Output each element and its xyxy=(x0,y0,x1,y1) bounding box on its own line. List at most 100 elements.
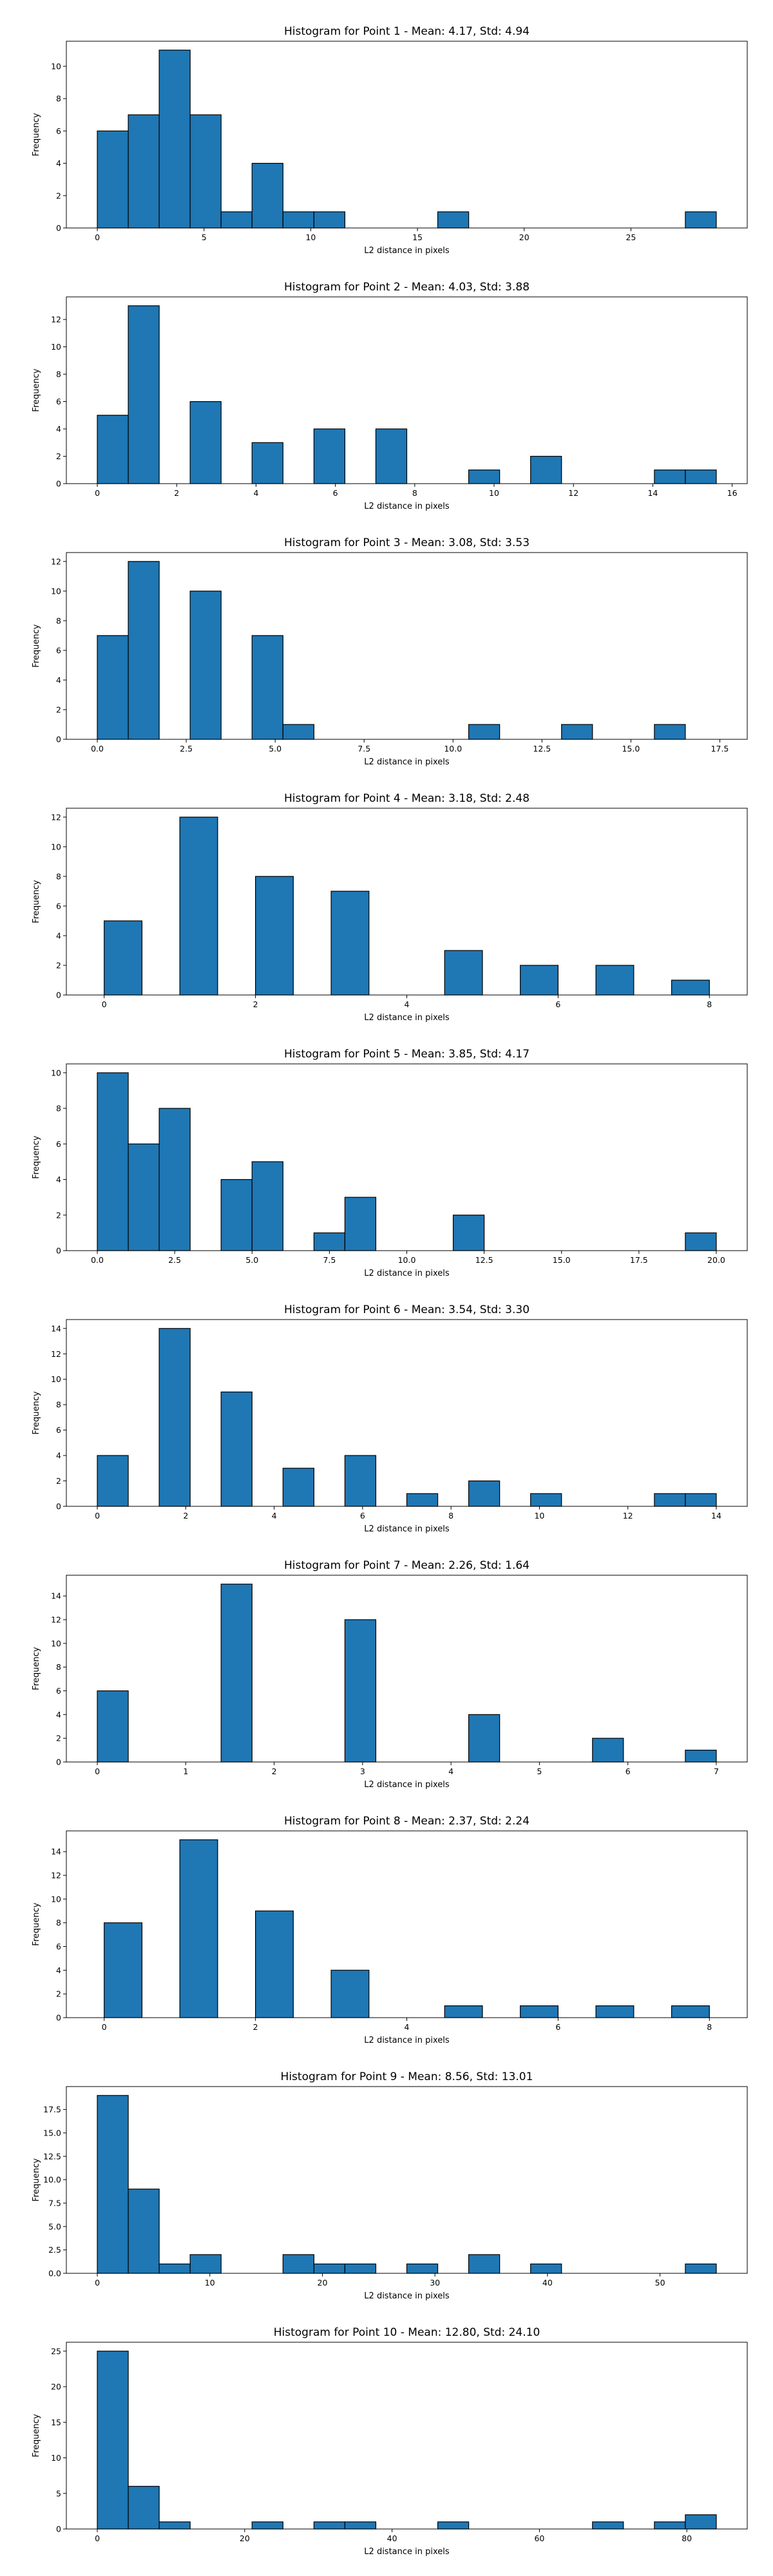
histogram-bar xyxy=(313,2263,346,2274)
x-tick-label: 4 xyxy=(272,1511,277,1520)
histogram-bar xyxy=(654,1493,686,1507)
histogram-bar xyxy=(406,2263,439,2274)
x-tick-label: 5.0 xyxy=(269,744,282,753)
histogram-bar xyxy=(189,114,222,229)
x-axis-label: L2 distance in pixels xyxy=(364,1780,450,1790)
y-tick-label: 10 xyxy=(51,1068,61,1077)
x-tick-label: 5 xyxy=(202,232,207,242)
x-tick-label: 0 xyxy=(95,1766,100,1776)
x-tick-label: 0 xyxy=(95,232,100,242)
histogram-bar xyxy=(251,162,283,229)
x-tick-label: 2.5 xyxy=(168,1255,181,1265)
x-tick-label: 15 xyxy=(412,232,423,242)
y-axis-label: Frequency xyxy=(32,2158,41,2201)
y-tick-label: 6 xyxy=(56,645,61,655)
y-axis-label: Frequency xyxy=(32,624,41,667)
y-tick-label: 5.0 xyxy=(48,2222,61,2231)
histogram-bar xyxy=(97,2095,129,2274)
histogram-bar xyxy=(437,2521,470,2530)
histogram-bar xyxy=(313,211,346,229)
y-tick-label: 8 xyxy=(56,1662,61,1672)
x-tick-label: 7.5 xyxy=(358,744,370,753)
y-tick-label: 0 xyxy=(56,735,61,744)
x-tick-label: 8 xyxy=(707,2022,712,2032)
axes-frame xyxy=(66,1575,748,1763)
histogram-bar xyxy=(97,1455,129,1507)
y-tick-label: 10.0 xyxy=(43,2175,61,2184)
y-tick-label: 0 xyxy=(56,223,61,233)
x-tick-label: 4 xyxy=(405,999,410,1009)
histogram-bar xyxy=(251,2521,283,2530)
y-tick-label: 4 xyxy=(56,931,61,940)
histogram-bar xyxy=(344,1619,377,1763)
histogram-bar xyxy=(313,2521,346,2530)
x-axis-label: L2 distance in pixels xyxy=(364,1269,450,1278)
chart-panel-7: Histogram for Point 7 - Mean: 2.26, Std:… xyxy=(32,1559,748,1790)
x-axis-label: L2 distance in pixels xyxy=(364,2291,450,2301)
y-tick-label: 2 xyxy=(56,1210,61,1220)
y-tick-label: 2 xyxy=(56,1476,61,1486)
x-tick-label: 15.0 xyxy=(553,1255,571,1265)
y-tick-label: 15.0 xyxy=(43,2128,61,2137)
histogram-bar xyxy=(592,2521,624,2530)
x-tick-label: 0 xyxy=(95,2278,100,2287)
x-tick-label: 8 xyxy=(707,999,712,1009)
histogram-bar xyxy=(561,724,593,740)
chart-title: Histogram for Point 1 - Mean: 4.17, Std:… xyxy=(284,25,530,38)
histogram-bar xyxy=(220,211,253,229)
histogram-bar xyxy=(128,114,160,229)
histogram-bar xyxy=(344,1455,377,1507)
axes-frame xyxy=(66,2342,748,2530)
x-tick-label: 20 xyxy=(519,232,530,242)
x-tick-label: 20 xyxy=(318,2278,328,2287)
chart-title: Histogram for Point 5 - Mean: 3.85, Std:… xyxy=(284,1048,530,1061)
histogram-bar xyxy=(220,1179,253,1251)
histogram-bar xyxy=(255,876,294,996)
x-tick-label: 2 xyxy=(272,1766,277,1776)
x-tick-label: 10.0 xyxy=(398,1255,416,1265)
chart-panel-4: Histogram for Point 4 - Mean: 3.18, Std:… xyxy=(32,792,748,1023)
y-axis-label: Frequency xyxy=(32,1135,41,1179)
x-tick-label: 12.5 xyxy=(533,744,551,753)
y-tick-label: 6 xyxy=(56,1686,61,1696)
x-tick-label: 7 xyxy=(714,1766,719,1776)
y-tick-label: 12 xyxy=(51,1349,61,1359)
chart-title: Histogram for Point 9 - Mean: 8.56, Std:… xyxy=(281,2070,533,2083)
y-tick-label: 0 xyxy=(56,2524,61,2534)
x-tick-label: 12 xyxy=(623,1511,633,1520)
histogram-bar xyxy=(520,2005,558,2018)
chart-title: Histogram for Point 10 - Mean: 12.80, St… xyxy=(274,2326,540,2339)
axes-frame xyxy=(66,1830,748,2018)
histogram-bar xyxy=(520,965,558,996)
chart-title: Histogram for Point 4 - Mean: 3.18, Std:… xyxy=(284,792,530,805)
x-tick-label: 0 xyxy=(95,2533,100,2543)
histogram-bar xyxy=(251,1161,283,1251)
x-tick-label: 7.5 xyxy=(323,1255,336,1265)
chart-title: Histogram for Point 3 - Mean: 3.08, Std:… xyxy=(284,536,530,549)
histogram-bar xyxy=(282,2254,314,2274)
x-axis-label: L2 distance in pixels xyxy=(364,502,450,511)
y-tick-label: 2 xyxy=(56,451,61,461)
histogram-bar xyxy=(128,2188,160,2274)
axes-frame xyxy=(66,552,748,740)
histogram-bar xyxy=(255,1910,294,2018)
y-tick-label: 14 xyxy=(51,1323,61,1333)
y-tick-label: 12 xyxy=(51,1615,61,1625)
x-tick-label: 4 xyxy=(405,2022,410,2032)
y-tick-label: 17.5 xyxy=(43,2105,61,2114)
x-tick-label: 5 xyxy=(537,1766,542,1776)
x-tick-label: 25 xyxy=(625,232,636,242)
histogram-bar xyxy=(468,2254,501,2274)
x-tick-label: 50 xyxy=(655,2278,665,2287)
x-tick-label: 6 xyxy=(555,2022,560,2032)
histogram-bar xyxy=(530,2263,562,2274)
x-tick-label: 6 xyxy=(360,1511,365,1520)
chart-panel-9: Histogram for Point 9 - Mean: 8.56, Std:… xyxy=(32,2070,748,2301)
x-tick-label: 10.0 xyxy=(444,744,462,753)
y-tick-label: 10 xyxy=(51,1894,61,1904)
histogram-bar xyxy=(654,469,686,484)
y-tick-label: 10 xyxy=(51,1638,61,1648)
axes-frame xyxy=(66,41,748,229)
x-tick-label: 17.5 xyxy=(630,1255,648,1265)
